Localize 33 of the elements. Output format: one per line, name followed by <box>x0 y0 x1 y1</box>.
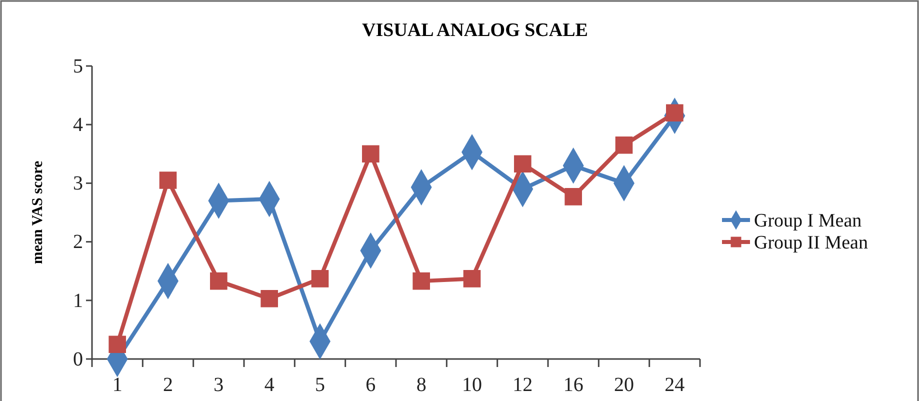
y-tick-label: 5 <box>73 55 83 78</box>
x-tick-label: 10 <box>462 374 482 396</box>
x-tick-label: 5 <box>315 374 325 396</box>
y-tick-label: 1 <box>73 290 83 312</box>
x-tick-label: 12 <box>512 374 533 396</box>
y-tick-label: 0 <box>73 348 83 370</box>
point <box>159 172 177 189</box>
point <box>463 270 481 288</box>
point <box>412 272 430 290</box>
point <box>615 136 633 154</box>
point <box>260 290 278 308</box>
point <box>564 188 582 206</box>
x-tick-label: 8 <box>416 374 426 396</box>
x-tick-label: 1 <box>112 374 122 396</box>
x-tick-label: 4 <box>264 374 274 396</box>
point <box>514 155 532 173</box>
x-tick-label: 16 <box>563 374 584 396</box>
x-tick-label: 20 <box>614 374 634 396</box>
chart-title: VISUAL ANALOG SCALE <box>362 20 588 41</box>
y-tick-label: 4 <box>73 114 83 136</box>
y-tick-label: 3 <box>73 172 83 195</box>
x-tick-label: 3 <box>214 374 224 396</box>
point <box>362 145 380 163</box>
point <box>311 270 329 288</box>
y-tick-label: 2 <box>73 231 83 254</box>
x-tick-label: 2 <box>163 374 173 396</box>
point <box>108 336 126 354</box>
point <box>210 272 228 290</box>
x-tick-label: 24 <box>664 374 685 396</box>
y-axis-title: mean VAS score <box>30 160 46 264</box>
x-tick-label: 6 <box>366 374 376 396</box>
legend-label: Group I Mean <box>754 210 862 232</box>
legend-label: Group II Mean <box>754 232 868 254</box>
